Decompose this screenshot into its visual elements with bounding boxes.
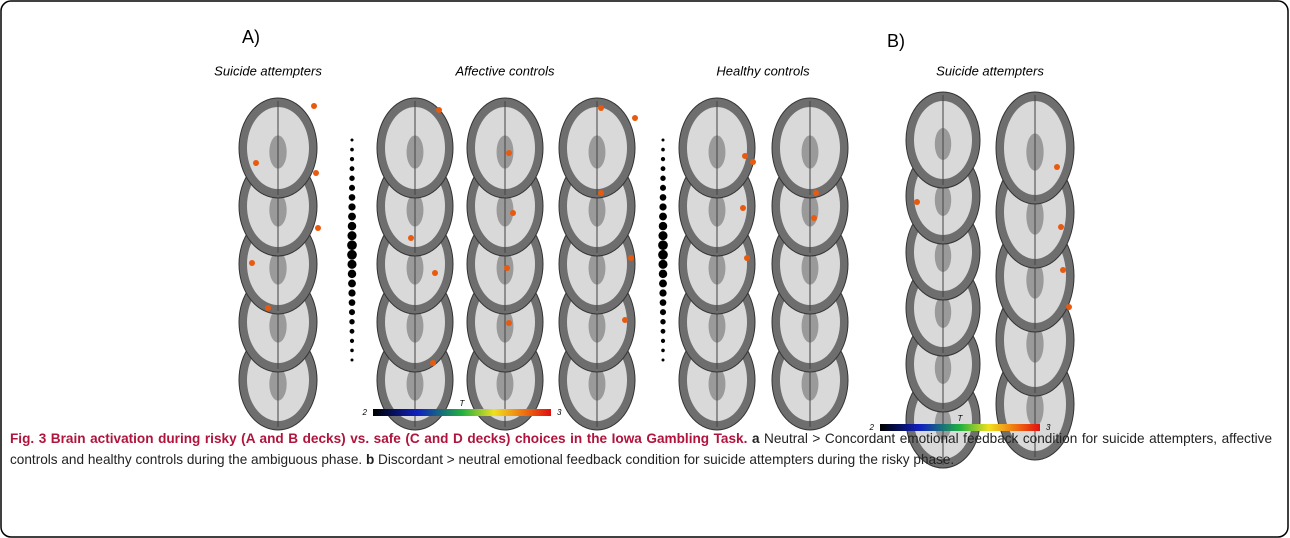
- activation: [598, 190, 604, 196]
- group-label: Suicide attempters: [936, 63, 1044, 78]
- activation: [510, 210, 516, 216]
- activation: [432, 270, 438, 276]
- separator-dot: [347, 231, 356, 240]
- separator-dot: [659, 270, 667, 278]
- separator-dot: [348, 213, 356, 221]
- separator-dot: [348, 203, 355, 210]
- activation: [811, 215, 817, 221]
- separator-dot: [348, 280, 356, 288]
- separator-dot: [661, 339, 665, 343]
- activation: [632, 115, 638, 121]
- separator-dot: [660, 299, 667, 306]
- separator-dot: [350, 148, 354, 152]
- group-label: Affective controls: [455, 63, 555, 78]
- separator-dot: [660, 194, 667, 201]
- activation: [744, 255, 750, 261]
- activation: [622, 317, 628, 323]
- separator-dot: [351, 359, 354, 362]
- activation: [430, 360, 436, 366]
- activation: [313, 170, 319, 176]
- caption-label: a: [752, 431, 760, 446]
- separator-dot: [348, 289, 355, 296]
- activation: [1054, 164, 1060, 170]
- separator-dot: [662, 359, 665, 362]
- caption-label: b: [366, 452, 374, 467]
- separator-dot: [661, 349, 665, 353]
- caption-title: Fig. 3 Brain activation during risky (A …: [10, 431, 747, 446]
- separator-dot: [349, 319, 354, 324]
- separator-dot: [660, 319, 665, 324]
- activation: [628, 255, 634, 261]
- group-label: Suicide attempters: [214, 63, 322, 78]
- activation: [265, 305, 271, 311]
- figure: A) Suicide attempters Affective controls…: [0, 0, 1290, 538]
- panel-label: A): [242, 27, 260, 47]
- separator-dot: [658, 260, 667, 269]
- activation: [742, 153, 748, 159]
- colorbar-min: 2: [362, 408, 368, 417]
- colorbar-max: 3: [557, 408, 562, 417]
- separator-dot: [659, 289, 666, 296]
- separator-dot: [659, 213, 667, 221]
- activation: [598, 105, 604, 111]
- colorbar: [373, 409, 551, 416]
- separator-dot: [661, 148, 665, 152]
- separator-dot: [351, 139, 354, 142]
- separator-dot: [347, 250, 357, 260]
- activation: [436, 107, 442, 113]
- separator-dot: [658, 240, 668, 250]
- caption-text: Discordant > neutral emotional feedback …: [378, 452, 954, 467]
- activation: [750, 159, 756, 165]
- separator-dot: [660, 185, 666, 191]
- activation: [506, 150, 512, 156]
- activation: [504, 265, 510, 271]
- separator-dot: [659, 280, 667, 288]
- separator-dot: [350, 339, 354, 343]
- separator-dot: [662, 139, 665, 142]
- activation: [1066, 304, 1072, 310]
- activation: [914, 199, 920, 205]
- separator-dot: [349, 176, 354, 181]
- separator-dot: [661, 329, 666, 334]
- activation: [813, 190, 819, 196]
- caption: Fig. 3 Brain activation during risky (A …: [10, 428, 1272, 470]
- separator-dot: [350, 349, 354, 353]
- separator-dot: [349, 309, 355, 315]
- activation: [315, 225, 321, 231]
- separator-dot: [348, 222, 356, 230]
- separator-dot: [350, 329, 355, 334]
- activation: [1060, 267, 1066, 273]
- separator-dot: [660, 176, 665, 181]
- separator-dot: [347, 240, 357, 250]
- activation: [506, 320, 512, 326]
- separator-dot: [660, 309, 666, 315]
- panel-label: B): [887, 31, 905, 51]
- activation: [740, 205, 746, 211]
- activation: [1058, 224, 1064, 230]
- separator-dot: [661, 166, 666, 171]
- separator-dot: [658, 231, 667, 240]
- separator-dot: [659, 203, 666, 210]
- separator-dot: [350, 166, 355, 171]
- separator-dot: [348, 270, 356, 278]
- separator-dot: [659, 222, 667, 230]
- group-label: Healthy controls: [716, 63, 810, 78]
- separator-dot: [349, 299, 356, 306]
- activation: [311, 103, 317, 109]
- separator-dot: [349, 194, 356, 201]
- separator-dot: [350, 157, 354, 161]
- separator-dot: [349, 185, 355, 191]
- separator-dot: [658, 250, 668, 260]
- activation: [249, 260, 255, 266]
- separator-dot: [347, 260, 356, 269]
- colorbar-label: T: [460, 399, 466, 408]
- activation: [253, 160, 259, 166]
- separator-dot: [661, 157, 665, 161]
- activation: [408, 235, 414, 241]
